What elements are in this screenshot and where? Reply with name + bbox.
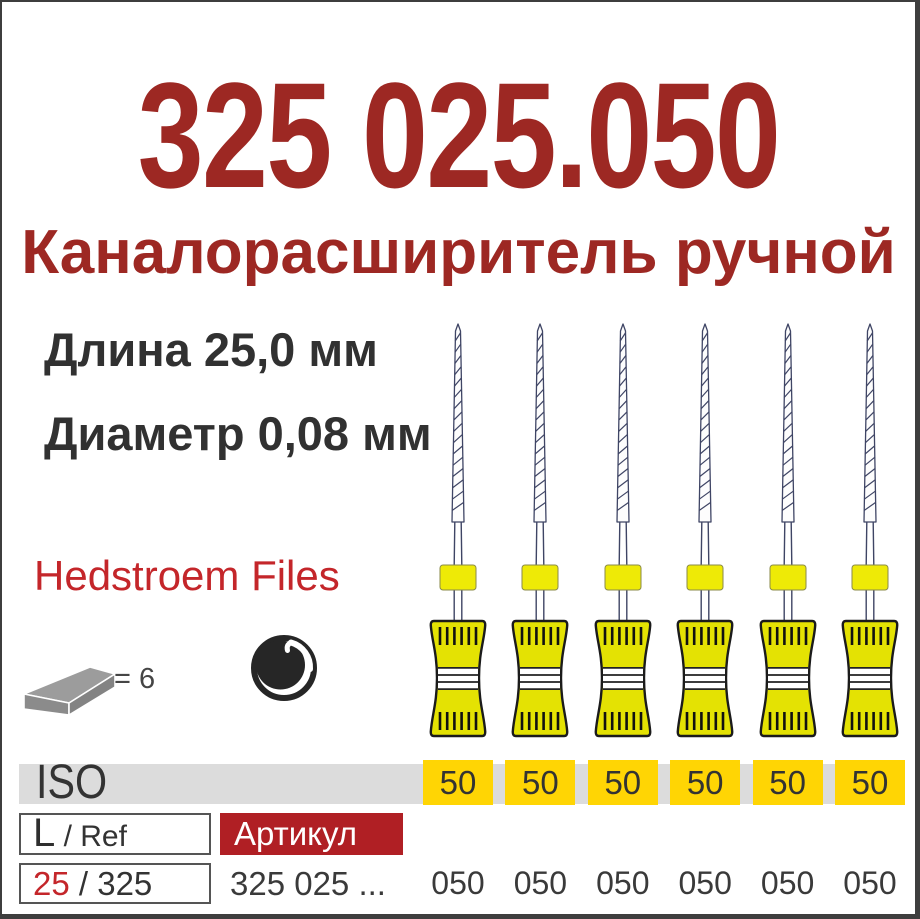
ref-value: 050 [431,865,485,901]
brand-name: Hedstroem Files [34,552,340,599]
dimension-value-highlight: 25 [33,865,70,902]
quantity-per-box-label: = 6 [114,663,156,695]
artikul-header: Артикул [220,813,403,855]
spec-length: Длина 25,0 мм [44,323,378,376]
iso-row-label: ISO [36,756,108,809]
file-column [418,317,498,743]
iso-value-cell: 50 [752,760,823,805]
product-title: Каналорасширитель ручной [21,218,896,287]
ref-value: 050 [678,865,732,901]
file-column [665,317,745,743]
ref-value: 050 [596,865,650,901]
artikul-value: 325 025 ... [230,865,386,902]
ref-value: 050 [843,865,897,901]
file-column [500,317,580,743]
dimension-suffix: / Ref [55,820,127,853]
dimension-value-suffix: / 325 [69,865,153,902]
filled-circle-icon [251,635,317,701]
hedstroem-file-icon [676,323,734,738]
package-box-icon [22,666,117,717]
iso-value-cell: 50 [505,760,576,805]
ref-value: 050 [513,865,568,901]
file-column [748,317,828,743]
ref-value: 050 [760,865,815,901]
hedstroem-file-icon [429,323,487,738]
dimension-header-box: L / Ref [19,813,211,855]
iso-value-cell: 50 [587,760,658,805]
spec-diameter: Диаметр 0,08 мм [44,407,432,460]
iso-value-cell: 50 [835,760,905,805]
hedstroem-file-icon [841,323,899,738]
dimension-symbol: L [33,811,56,855]
iso-value-cell: 50 [670,760,741,805]
dimension-value-box: 25 / 325 [19,863,211,904]
file-column [830,317,910,743]
hedstroem-file-icon [511,323,569,738]
product-code: 325 025.050 [137,51,781,219]
hedstroem-file-icon [594,323,652,738]
file-column [583,317,663,743]
iso-value-cell: 50 [423,760,493,805]
hedstroem-file-icon [759,323,817,738]
